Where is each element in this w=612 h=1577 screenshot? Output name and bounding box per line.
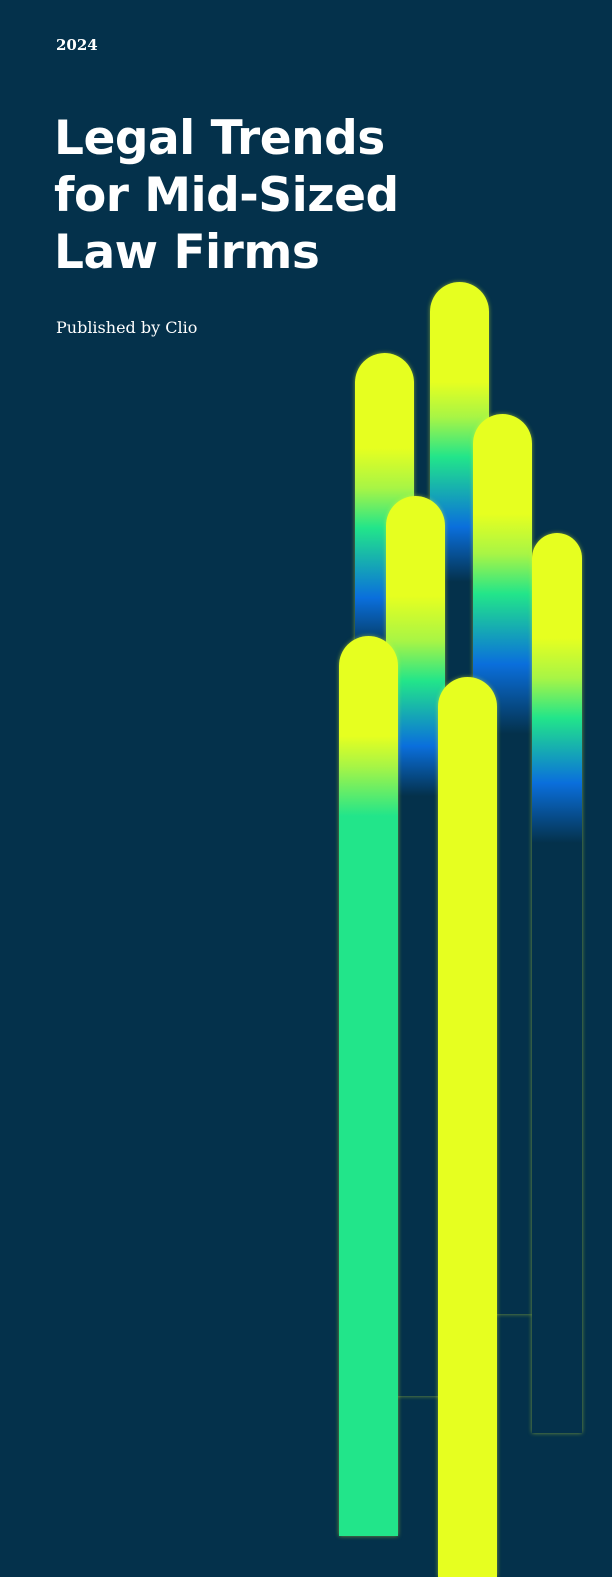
report-year: 2024 (56, 36, 98, 54)
report-title: Legal Trends for Mid-Sized Law Firms (54, 110, 399, 281)
pill-shape (339, 636, 398, 1536)
pill-shape (532, 533, 582, 1433)
title-line: Legal Trends (54, 111, 385, 166)
title-line: for Mid-Sized (54, 168, 399, 223)
title-line: Law Firms (54, 225, 320, 280)
pill-shape (438, 677, 497, 1577)
publisher-line: Published by Clio (56, 318, 198, 337)
